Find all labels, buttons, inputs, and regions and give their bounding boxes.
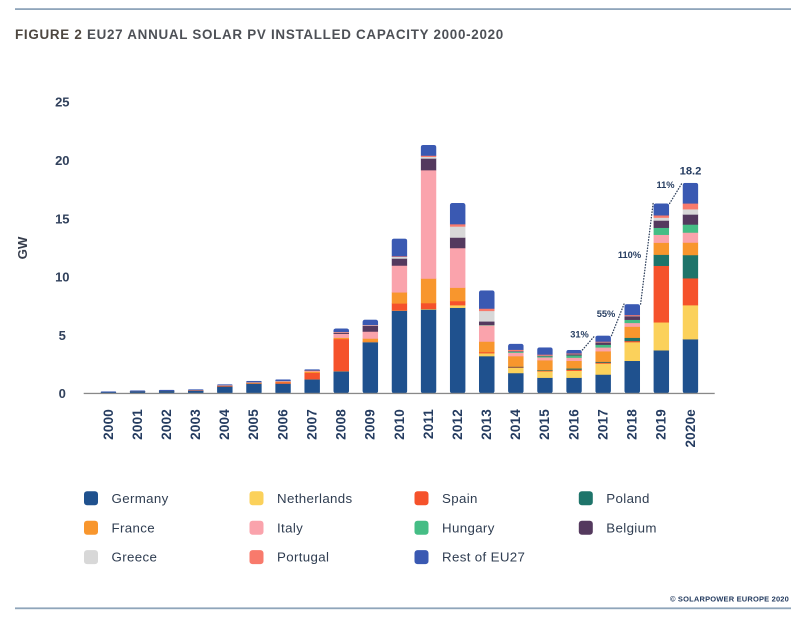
svg-text:2003: 2003 (188, 409, 203, 440)
svg-text:2006: 2006 (275, 409, 290, 440)
svg-text:Spain: Spain (442, 491, 478, 506)
svg-text:FIGURE 2 EU27 ANNUAL SOLAR PV: FIGURE 2 EU27 ANNUAL SOLAR PV INSTALLED … (15, 27, 504, 42)
svg-text:2010: 2010 (392, 409, 407, 440)
svg-text:Germany: Germany (112, 491, 169, 506)
svg-text:Belgium: Belgium (606, 520, 657, 535)
svg-text:2019: 2019 (654, 409, 669, 440)
svg-text:0: 0 (59, 386, 66, 401)
svg-text:2009: 2009 (363, 409, 378, 440)
svg-text:France: France (112, 520, 155, 535)
svg-text:2008: 2008 (334, 409, 349, 440)
svg-text:25: 25 (55, 95, 69, 110)
svg-text:Hungary: Hungary (442, 520, 495, 535)
svg-text:2007: 2007 (305, 409, 320, 440)
svg-text:110%: 110% (618, 250, 642, 260)
svg-text:10: 10 (55, 270, 69, 285)
svg-text:Portugal: Portugal (277, 550, 329, 565)
svg-text:2020e: 2020e (683, 409, 698, 448)
svg-text:15: 15 (55, 211, 69, 226)
svg-text:2011: 2011 (421, 409, 436, 439)
svg-text:18.2: 18.2 (680, 165, 702, 177)
svg-text:GW: GW (15, 236, 30, 259)
svg-text:11%: 11% (656, 180, 675, 190)
svg-text:Netherlands: Netherlands (277, 491, 353, 506)
svg-text:Greece: Greece (112, 550, 158, 565)
svg-text:© SOLARPOWER EUROPE 2020: © SOLARPOWER EUROPE 2020 (670, 595, 789, 604)
svg-text:2017: 2017 (596, 409, 611, 440)
svg-text:Italy: Italy (277, 520, 303, 535)
svg-text:2018: 2018 (625, 409, 640, 440)
svg-text:20: 20 (55, 153, 69, 168)
svg-text:31%: 31% (570, 329, 589, 339)
svg-text:2012: 2012 (450, 409, 465, 440)
svg-text:2016: 2016 (566, 409, 581, 440)
svg-text:2001: 2001 (130, 409, 145, 440)
svg-text:2000: 2000 (101, 409, 116, 440)
svg-text:Rest of EU27: Rest of EU27 (442, 550, 525, 565)
svg-text:2004: 2004 (217, 409, 232, 440)
svg-text:2013: 2013 (479, 409, 494, 440)
svg-text:2002: 2002 (159, 409, 174, 440)
svg-text:Poland: Poland (606, 491, 650, 506)
svg-text:55%: 55% (597, 309, 616, 319)
svg-text:5: 5 (59, 328, 66, 343)
svg-text:2005: 2005 (246, 409, 261, 440)
svg-text:2015: 2015 (537, 409, 552, 440)
svg-text:2014: 2014 (508, 409, 523, 440)
